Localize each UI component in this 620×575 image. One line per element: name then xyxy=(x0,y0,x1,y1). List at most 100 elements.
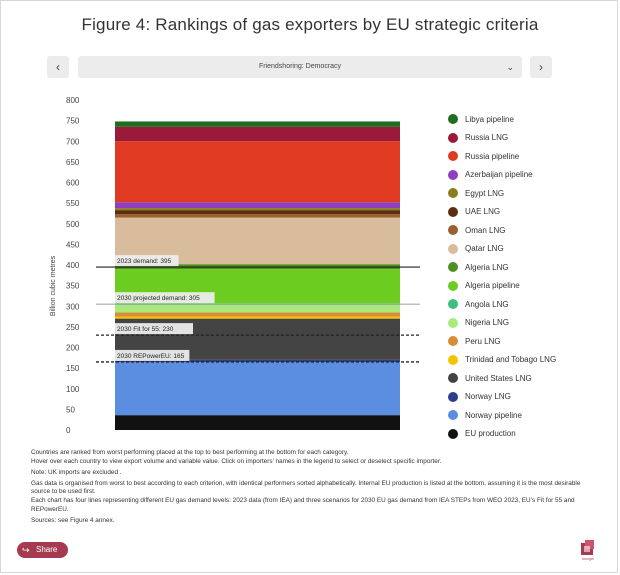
bruegel-logo-icon xyxy=(581,540,594,555)
legend-item-algeria-pipeline[interactable]: Algeria pipeline xyxy=(448,277,556,296)
next-chart-button[interactable]: › xyxy=(530,56,552,78)
y-tick-label: 650 xyxy=(66,158,80,167)
y-tick-label: 0 xyxy=(66,426,71,435)
legend-label: Russia LNG xyxy=(465,133,509,143)
legend-swatch xyxy=(448,169,458,180)
legend-item-russia-lng[interactable]: Russia LNG xyxy=(448,129,556,148)
y-axis-ticks: 0 50 100 150 200 250 300 350 400 450 500 550 600 650 7… xyxy=(66,96,80,435)
chart-title: Figure 4: Rankings of gas exporters by E… xyxy=(81,15,539,34)
stacked-bar-chart: 0 50 100 150 200 250 300 350 400 450 500 550 600 650 7… xyxy=(50,96,420,435)
legend-label: Russia pipeline xyxy=(465,151,520,161)
note-organisation: Gas data is organised from worst to best… xyxy=(31,479,581,496)
demand-line-label: 2023 demand: 395 xyxy=(117,258,172,265)
legend-swatch xyxy=(448,428,458,439)
bar-segment-russia-pipeline[interactable] xyxy=(115,141,400,203)
bar-segment-egypt-lng[interactable] xyxy=(115,208,400,211)
y-tick-label: 800 xyxy=(66,96,80,105)
criterion-selector[interactable]: Friendshoring: Democracy ⌄ xyxy=(78,56,522,78)
legend-label: Nigeria LNG xyxy=(465,318,510,328)
legend-item-united-states-lng[interactable]: United States LNG xyxy=(448,369,556,388)
bar-segment-norway-pipeline[interactable] xyxy=(115,361,400,416)
legend-swatch xyxy=(448,280,458,291)
y-tick-label: 450 xyxy=(66,240,80,249)
note-hover: Hover over each country to view export v… xyxy=(31,457,442,465)
y-tick-label: 550 xyxy=(66,199,80,208)
criterion-selector-value: Friendshoring: Democracy xyxy=(258,63,342,70)
y-tick-label: 750 xyxy=(66,117,80,126)
bar-segment-russia-lng[interactable] xyxy=(115,126,400,142)
previous-chart-button[interactable]: ‹ xyxy=(47,56,69,78)
share-button[interactable]: ↪ Share xyxy=(17,542,68,558)
legend-item-azerbaijan-pipeline[interactable]: Azerbaijan pipeline xyxy=(448,166,556,185)
legend-swatch xyxy=(448,262,458,273)
demand-line-label-background xyxy=(115,292,215,304)
bar-segment-azerbaijan-pipeline[interactable] xyxy=(115,202,400,209)
legend-item-norway-lng[interactable]: Norway LNG xyxy=(448,388,556,407)
y-tick-label: 200 xyxy=(66,344,80,353)
legend-item-nigeria-lng[interactable]: Nigeria LNG xyxy=(448,314,556,333)
bar-segments xyxy=(115,121,400,430)
bar-segment-norway-lng[interactable] xyxy=(115,359,400,362)
note-ranking: Countries are ranked from worst performi… xyxy=(31,449,349,456)
legend-swatch xyxy=(448,391,458,402)
legend-label: Libya pipeline xyxy=(465,114,514,124)
y-tick-label: 700 xyxy=(66,137,80,146)
legend-item-egypt-lng[interactable]: Egypt LNG xyxy=(448,184,556,203)
legend-item-russia-pipeline[interactable]: Russia pipeline xyxy=(448,147,556,166)
legend-label: Norway pipeline xyxy=(465,410,522,420)
legend-swatch xyxy=(448,243,458,254)
legend-item-peru-lng[interactable]: Peru LNG xyxy=(448,332,556,351)
legend-swatch xyxy=(448,206,458,217)
legend-item-angola-lng[interactable]: Angola LNG xyxy=(448,295,556,314)
legend-label: United States LNG xyxy=(465,373,532,383)
legend-swatch xyxy=(448,225,458,236)
legend-swatch xyxy=(448,114,458,125)
legend-label: Norway LNG xyxy=(465,392,511,402)
demand-line-label: 2030 Fit for 55: 230 xyxy=(117,326,174,333)
y-tick-label: 100 xyxy=(66,385,80,394)
share-icon: ↪ xyxy=(22,545,30,555)
note-sources: Sources: see Figure 4 annex. xyxy=(31,516,115,524)
legend-swatch xyxy=(448,299,458,310)
chart-notes: Countries are ranked from worst performi… xyxy=(31,449,591,525)
demand-line-label-background xyxy=(115,255,179,267)
legend-item-eu-production[interactable]: EU production xyxy=(448,425,556,444)
bar-segment-nigeria-lng[interactable] xyxy=(115,305,400,313)
legend-item-trinidad-and-tobago-lng[interactable]: Trinidad and Tobago LNG xyxy=(448,351,556,370)
legend-item-norway-pipeline[interactable]: Norway pipeline xyxy=(448,406,556,425)
bar-segment-oman-lng[interactable] xyxy=(115,214,400,218)
legend-label: Trinidad and Tobago LNG xyxy=(465,355,557,365)
bar-segment-trinidad-and-tobago-lng[interactable] xyxy=(115,316,400,319)
legend-item-qatar-lng[interactable]: Qatar LNG xyxy=(448,240,556,259)
legend-label: Algeria LNG xyxy=(465,262,509,272)
y-tick-label: 400 xyxy=(66,261,80,270)
demand-line-label: 2030 projected demand: 305 xyxy=(117,295,200,302)
legend-swatch xyxy=(448,354,458,365)
legend-item-libya-pipeline[interactable]: Libya pipeline xyxy=(448,110,556,129)
logo-text: bruegel xyxy=(582,557,594,561)
y-tick-label: 600 xyxy=(66,179,80,188)
bar-segment-uae-lng[interactable] xyxy=(115,210,400,215)
legend-swatch xyxy=(448,151,458,162)
legend: Libya pipeline Russia LNG Russia pipeline A… xyxy=(448,110,556,443)
bar-segment-libya-pipeline[interactable] xyxy=(115,121,400,127)
bar-segment-peru-lng[interactable] xyxy=(115,312,400,317)
note-uk: Note: UK imports are excluded . xyxy=(31,468,122,476)
y-tick-label: 300 xyxy=(66,302,80,311)
legend-label: Angola LNG xyxy=(465,299,509,309)
y-axis-label: Billion cubic metres xyxy=(50,255,57,316)
legend-item-uae-lng[interactable]: UAE LNG xyxy=(448,203,556,222)
bar-segment-eu-production[interactable] xyxy=(115,415,400,430)
y-tick-label: 350 xyxy=(66,282,80,291)
y-tick-label: 250 xyxy=(66,323,80,332)
y-tick-label: 150 xyxy=(66,364,80,373)
legend-item-algeria-lng[interactable]: Algeria LNG xyxy=(448,258,556,277)
demand-line-label-background xyxy=(115,323,193,335)
legend-item-oman-lng[interactable]: Oman LNG xyxy=(448,221,556,240)
legend-label: Egypt LNG xyxy=(465,188,505,198)
legend-label: Peru LNG xyxy=(465,336,501,346)
legend-swatch xyxy=(448,373,458,384)
legend-label: UAE LNG xyxy=(465,207,501,217)
y-tick-label: 500 xyxy=(66,220,80,229)
legend-swatch xyxy=(448,410,458,421)
